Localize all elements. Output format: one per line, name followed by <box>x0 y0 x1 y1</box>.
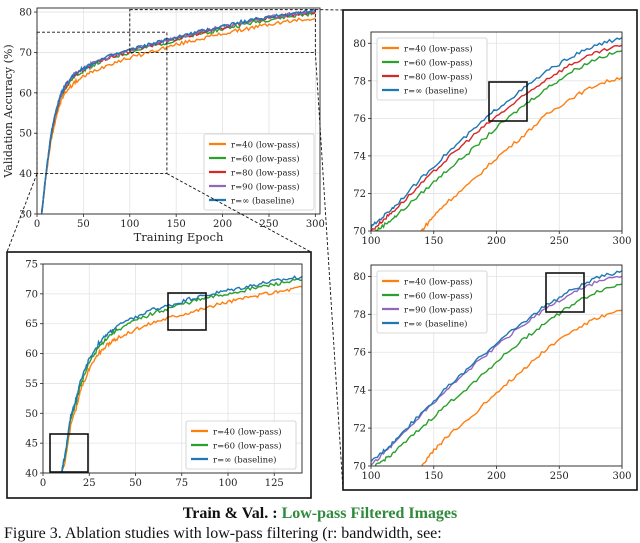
caption-title-prefix: Train & Val. : <box>183 505 278 522</box>
y-tick-label: 60 <box>19 88 32 99</box>
y-tick-label: 40 <box>25 469 38 480</box>
x-tick-label: 25 <box>83 478 96 489</box>
x-tick-label: 200 <box>487 236 506 247</box>
x-tick-label: 0 <box>34 219 40 230</box>
x-tick-label: 300 <box>612 236 631 247</box>
x-tick-label: 300 <box>306 219 325 230</box>
y-tick-label: 55 <box>25 379 38 390</box>
y-tick-label: 78 <box>353 310 366 321</box>
figure-caption: Figure 3. Ablation studies with low-pass… <box>4 525 442 543</box>
y-tick-label: 50 <box>25 409 38 420</box>
y-tick-label: 76 <box>353 348 366 359</box>
x-tick-label: 100 <box>218 478 237 489</box>
x-tick-label: 250 <box>550 236 569 247</box>
y-tick-label: 60 <box>25 349 38 360</box>
y-tick-label: 45 <box>25 439 38 450</box>
legend-label-r60: r=60 (low-pass) <box>404 291 473 302</box>
x-tick-label: 50 <box>129 478 142 489</box>
y-tick-label: 72 <box>353 189 366 200</box>
y-tick-label: 80 <box>19 8 32 19</box>
caption-title-highlight: Low-pass Filtered Images <box>282 505 458 522</box>
legend-label-r90: r=90 (low-pass) <box>404 305 473 316</box>
x-tick-label: 50 <box>77 219 90 230</box>
y-tick-label: 65 <box>25 319 38 330</box>
x-tick-label: 300 <box>612 471 631 482</box>
y-tick-label: 75 <box>25 260 38 271</box>
y-tick-label: 80 <box>353 272 366 283</box>
y-tick-label: 50 <box>19 129 32 140</box>
legend-label-r60: r=60 (low-pass) <box>231 154 300 165</box>
legend-label-r60: r=60 (low-pass) <box>404 58 473 69</box>
y-tick-label: 40 <box>19 169 32 180</box>
y-tick-label: 74 <box>353 386 366 397</box>
zoom-connector <box>7 174 37 252</box>
x-tick-label: 100 <box>361 236 380 247</box>
y-tick-label: 74 <box>353 151 366 162</box>
y-tick-label: 78 <box>353 76 366 87</box>
legend: r=40 (low-pass) r=60 (low-pass) r=80 (low-… <box>377 38 487 100</box>
chart-main: 0 50 100 150 200 250 300 30 40 50 60 70 80 Training E… <box>2 8 325 244</box>
zoom-connector <box>315 52 343 490</box>
legend-label-r60: r=60 (low-pass) <box>213 441 282 452</box>
legend-label-rinf: r=∞ (baseline) <box>404 86 467 97</box>
x-tick-label: 125 <box>265 478 284 489</box>
x-tick-label: 250 <box>259 219 278 230</box>
legend-label-r80: r=80 (low-pass) <box>404 72 473 83</box>
legend-label-rinf: r=∞ (baseline) <box>231 196 294 207</box>
y-tick-label: 76 <box>353 114 366 125</box>
y-tick-label: 72 <box>353 424 366 435</box>
y-tick-label: 70 <box>19 48 32 59</box>
x-tick-label: 75 <box>175 478 188 489</box>
legend-label-r90: r=90 (low-pass) <box>231 182 300 193</box>
x-axis-label: Training Epoch <box>134 230 224 244</box>
legend-label-rinf: r=∞ (baseline) <box>213 455 276 466</box>
legend-label-rinf: r=∞ (baseline) <box>404 319 467 330</box>
x-tick-label: 100 <box>120 219 139 230</box>
y-tick-label: 80 <box>353 39 366 50</box>
y-axis-label: Validation Accuracy (%) <box>2 44 15 178</box>
x-tick-label: 150 <box>424 471 443 482</box>
chart-zoom-bottom-right: 100 150 200 250 300 70 72 74 76 78 80 r=40 (low-pas… <box>353 265 631 482</box>
legend-label-r40: r=40 (low-pass) <box>404 44 473 55</box>
y-tick-label: 70 <box>25 289 38 300</box>
y-tick-label: 70 <box>353 227 366 238</box>
legend-label-r40: r=40 (low-pass) <box>213 427 282 438</box>
figure-subtitle: Train & Val. : Low-pass Filtered Images <box>0 505 640 523</box>
legend: r=40 (low-pass) r=60 (low-pass) r=∞ (basel… <box>186 421 296 469</box>
x-tick-label: 100 <box>361 471 380 482</box>
legend: r=40 (low-pass) r=60 (low-pass) r=80 (low-… <box>204 134 314 210</box>
chart-zoom-bottom-left: 0 25 50 75 100 125 40 45 50 55 60 65 70 75 r=40 (low-p… <box>25 260 302 490</box>
x-tick-label: 200 <box>487 471 506 482</box>
legend: r=40 (low-pass) r=60 (low-pass) r=90 (low-… <box>377 271 487 333</box>
x-tick-label: 150 <box>424 236 443 247</box>
chart-zoom-top-right: 100 150 200 250 300 70 72 74 76 78 80 r=40 (low-pas… <box>353 32 631 247</box>
x-tick-label: 150 <box>167 219 186 230</box>
x-tick-label: 200 <box>213 219 232 230</box>
y-tick-label: 30 <box>19 210 32 221</box>
x-tick-label: 0 <box>40 478 46 489</box>
legend-label-r40: r=40 (low-pass) <box>404 277 473 288</box>
legend-label-r80: r=80 (low-pass) <box>231 168 300 179</box>
y-tick-label: 70 <box>353 462 366 473</box>
x-tick-label: 250 <box>550 471 569 482</box>
legend-label-r40: r=40 (low-pass) <box>231 140 300 151</box>
